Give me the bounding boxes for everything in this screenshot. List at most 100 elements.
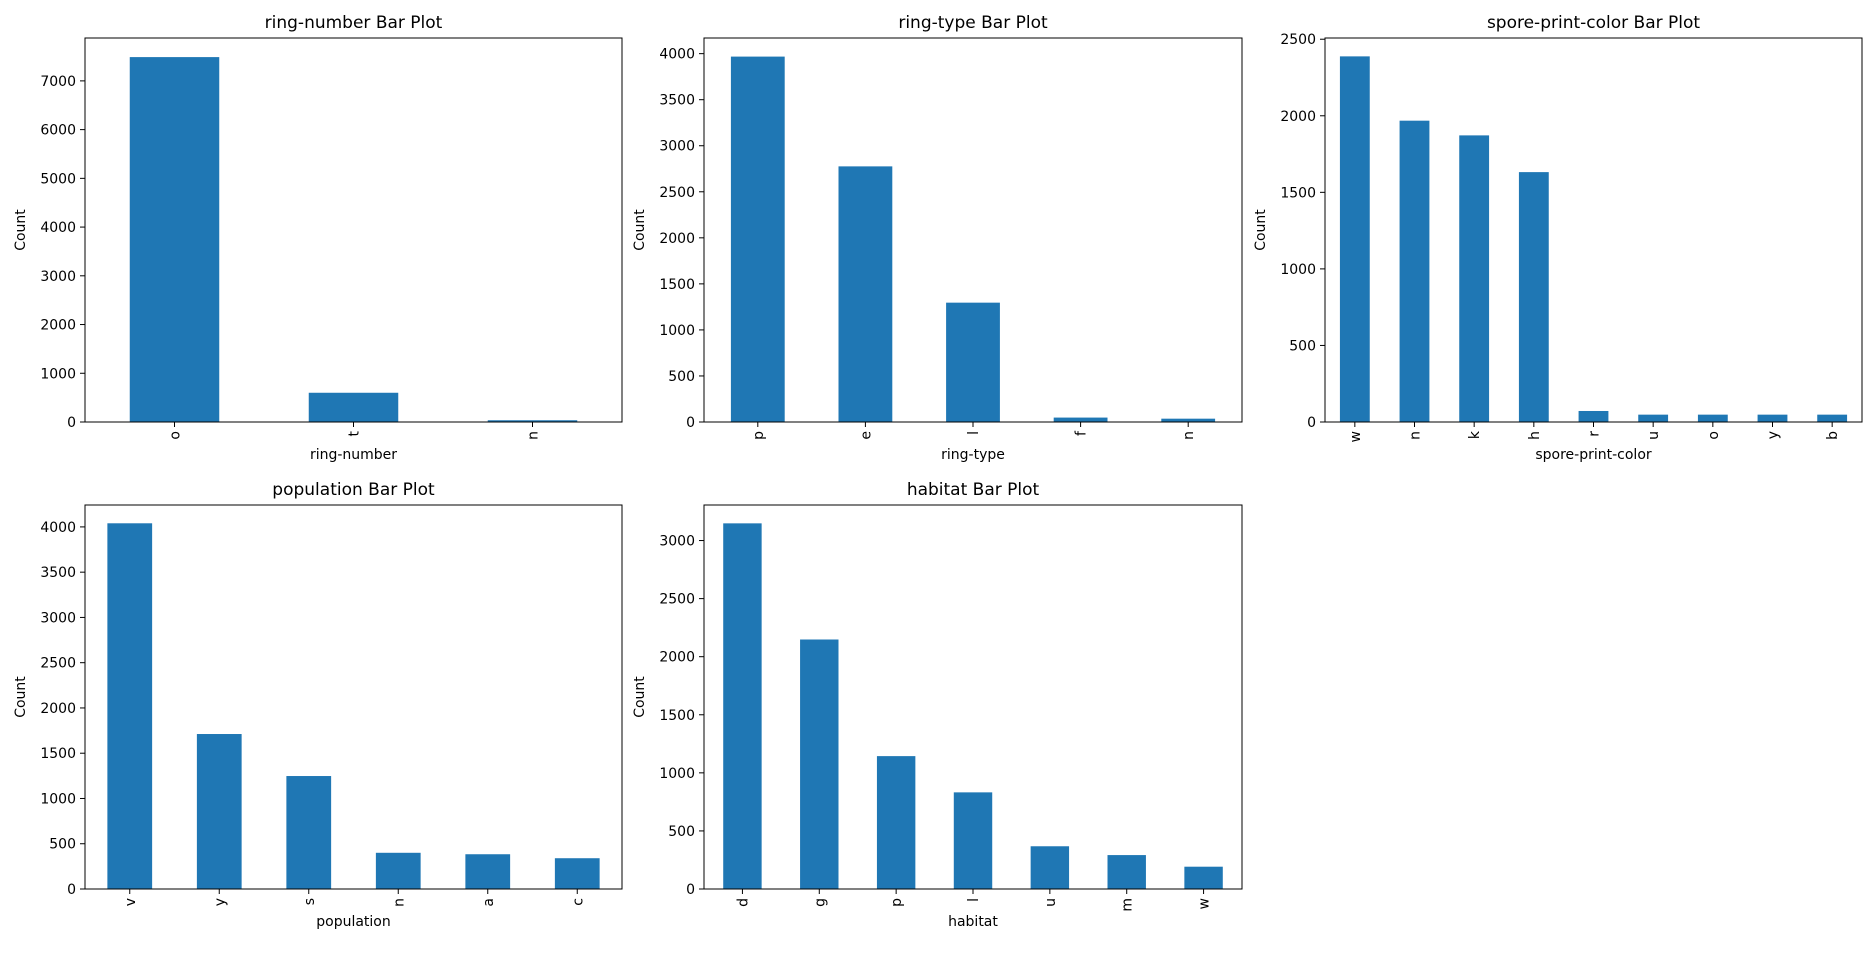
bar bbox=[730, 56, 785, 422]
y-axis-label: Count bbox=[13, 209, 29, 251]
subplot-1: 0 1000 2000 3000 4000 5000 6000 7000 o t n ring-num… bbox=[13, 13, 623, 463]
y-tick-label: 1000 bbox=[1280, 262, 1316, 278]
bar bbox=[1053, 417, 1108, 422]
x-tick-label: h bbox=[1527, 431, 1543, 440]
x-tick-label: k bbox=[1467, 430, 1483, 439]
bar bbox=[375, 852, 421, 889]
y-tick-label: 2000 bbox=[659, 231, 695, 247]
y-tick-label: 3500 bbox=[659, 93, 695, 109]
y-axis-label: Count bbox=[632, 209, 648, 251]
bar bbox=[723, 523, 762, 889]
chart-title: ring-number Bar Plot bbox=[265, 13, 443, 33]
y-tick-label: 500 bbox=[668, 824, 695, 840]
y-tick-label: 3000 bbox=[659, 534, 695, 550]
y-tick-label: 2500 bbox=[40, 656, 76, 672]
bar bbox=[1399, 120, 1430, 423]
x-tick-label: u bbox=[1646, 431, 1662, 440]
bar bbox=[1817, 414, 1848, 422]
bar bbox=[946, 302, 1000, 422]
bar bbox=[1184, 866, 1223, 889]
y-axis-label: Count bbox=[632, 676, 648, 718]
bar bbox=[1161, 418, 1216, 422]
x-tick-label: g bbox=[812, 898, 828, 907]
bar bbox=[465, 854, 511, 889]
x-tick-label: p bbox=[751, 431, 767, 440]
y-tick-label: 1500 bbox=[659, 277, 695, 293]
bar bbox=[1697, 414, 1728, 422]
y-tick-label: 1000 bbox=[40, 791, 76, 807]
chart-title: spore-print-color Bar Plot bbox=[1487, 13, 1700, 33]
bar bbox=[308, 392, 399, 422]
subplot-2: 0 500 1000 1500 2000 2500 3000 3500 4000 p e l f n rin… bbox=[632, 13, 1243, 463]
x-tick-label: f bbox=[1074, 430, 1090, 436]
x-tick-label: w bbox=[1197, 898, 1213, 909]
x-tick-label: y bbox=[212, 898, 228, 906]
x-tick-label: v bbox=[123, 898, 139, 906]
bar bbox=[953, 792, 993, 889]
bar bbox=[1459, 135, 1490, 422]
x-axis-label: population bbox=[316, 914, 391, 930]
y-tick-label: 1500 bbox=[1280, 185, 1316, 201]
bar bbox=[1518, 172, 1549, 422]
y-tick-label: 0 bbox=[686, 415, 695, 431]
y-axis-label: Count bbox=[1253, 209, 1269, 251]
bar bbox=[1757, 414, 1788, 422]
y-tick-label: 1000 bbox=[659, 766, 695, 782]
x-tick-label: l bbox=[966, 898, 982, 902]
y-tick-label: 500 bbox=[668, 369, 695, 385]
y-tick-label: 2000 bbox=[1280, 109, 1316, 125]
x-tick-label: u bbox=[1043, 898, 1059, 907]
y-tick-label: 2000 bbox=[40, 318, 76, 334]
bar bbox=[838, 166, 893, 422]
x-tick-label: c bbox=[570, 898, 586, 906]
x-tick-label: n bbox=[1181, 431, 1197, 440]
y-tick-label: 3000 bbox=[40, 610, 76, 626]
x-tick-label: n bbox=[391, 898, 407, 907]
x-tick-label: w bbox=[1348, 431, 1364, 442]
bar bbox=[107, 523, 153, 889]
y-tick-label: 1000 bbox=[659, 323, 695, 339]
x-tick-label: s bbox=[302, 898, 318, 905]
y-tick-label: 5000 bbox=[40, 171, 76, 187]
y-tick-label: 2000 bbox=[40, 701, 76, 717]
y-tick-label: 7000 bbox=[40, 74, 76, 90]
x-tick-label: l bbox=[966, 431, 982, 435]
x-tick-label: t bbox=[347, 431, 363, 437]
y-tick-label: 2000 bbox=[659, 650, 695, 666]
subplot-5: 0 500 1000 1500 2000 2500 3000 d g p l u m w habitat B… bbox=[632, 480, 1243, 930]
bar bbox=[196, 734, 242, 889]
y-tick-label: 3000 bbox=[659, 139, 695, 155]
x-tick-label: b bbox=[1825, 431, 1841, 440]
y-tick-label: 6000 bbox=[40, 123, 76, 139]
bar bbox=[1638, 414, 1669, 422]
x-axis-label: ring-type bbox=[941, 447, 1005, 463]
x-tick-label: n bbox=[526, 431, 542, 440]
x-tick-label: r bbox=[1587, 431, 1603, 437]
x-axis-label: spore-print-color bbox=[1535, 447, 1652, 463]
y-tick-label: 0 bbox=[1307, 415, 1316, 431]
y-tick-label: 3000 bbox=[40, 269, 76, 285]
y-tick-label: 1500 bbox=[659, 708, 695, 724]
bar bbox=[876, 756, 916, 889]
y-tick-label: 0 bbox=[686, 882, 695, 898]
x-tick-label: n bbox=[1408, 431, 1424, 440]
chart-title: ring-type Bar Plot bbox=[898, 13, 1048, 33]
bar bbox=[487, 420, 578, 422]
x-tick-label: y bbox=[1766, 431, 1782, 439]
bar bbox=[1339, 56, 1370, 423]
y-tick-label: 4000 bbox=[40, 220, 76, 236]
x-tick-label: o bbox=[168, 431, 184, 440]
y-tick-label: 500 bbox=[1289, 338, 1316, 354]
y-tick-label: 2500 bbox=[659, 185, 695, 201]
x-axis-label: habitat bbox=[948, 914, 998, 930]
bar bbox=[554, 858, 600, 889]
bar bbox=[286, 776, 332, 889]
subplot-3: 0 500 1000 1500 2000 2500 w n k h r u o y b spore-print… bbox=[1253, 13, 1863, 463]
y-tick-label: 4000 bbox=[40, 520, 76, 536]
y-tick-label: 0 bbox=[67, 882, 76, 898]
axes-frame bbox=[84, 504, 623, 890]
bar bbox=[129, 57, 220, 422]
y-tick-label: 1500 bbox=[40, 746, 76, 762]
x-tick-label: d bbox=[735, 898, 751, 907]
bar bbox=[1578, 410, 1609, 422]
